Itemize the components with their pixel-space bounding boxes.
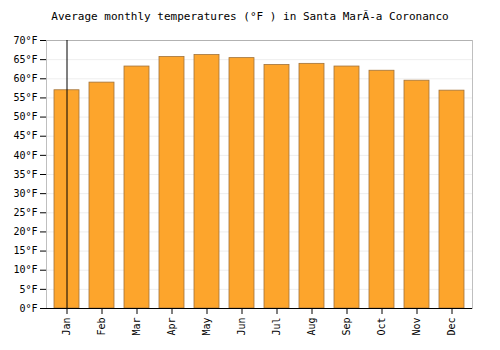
svg-text:Jun: Jun	[236, 318, 247, 336]
svg-text:40°F: 40°F	[13, 150, 37, 161]
svg-text:Apr: Apr	[166, 318, 177, 336]
svg-text:50°F: 50°F	[13, 111, 37, 122]
svg-text:Oct: Oct	[376, 318, 387, 336]
svg-text:Jul: Jul	[271, 318, 282, 336]
svg-text:Dec: Dec	[446, 318, 457, 336]
svg-text:Nov: Nov	[411, 318, 422, 336]
svg-text:Mar: Mar	[131, 318, 142, 336]
svg-text:0°F: 0°F	[19, 303, 37, 314]
svg-text:30°F: 30°F	[13, 188, 37, 199]
svg-text:35°F: 35°F	[13, 169, 37, 180]
svg-text:70°F: 70°F	[13, 35, 37, 46]
svg-text:15°F: 15°F	[13, 245, 37, 256]
svg-text:65°F: 65°F	[13, 54, 37, 65]
svg-text:Feb: Feb	[96, 318, 107, 336]
svg-text:May: May	[201, 318, 212, 336]
svg-text:60°F: 60°F	[13, 73, 37, 84]
svg-text:Sep: Sep	[341, 318, 352, 336]
svg-text:55°F: 55°F	[13, 92, 37, 103]
svg-text:20°F: 20°F	[13, 226, 37, 237]
svg-text:45°F: 45°F	[13, 130, 37, 141]
html-text:Average monthly temperatures (: Average monthly temperatures (°F ) in Sa…	[51, 10, 449, 23]
svg-text:10°F: 10°F	[13, 264, 37, 275]
svg-text:5°F: 5°F	[19, 284, 37, 295]
svg-text:Aug: Aug	[306, 318, 317, 336]
svg-text:Jan: Jan	[61, 318, 72, 336]
svg-text:25°F: 25°F	[13, 207, 37, 218]
